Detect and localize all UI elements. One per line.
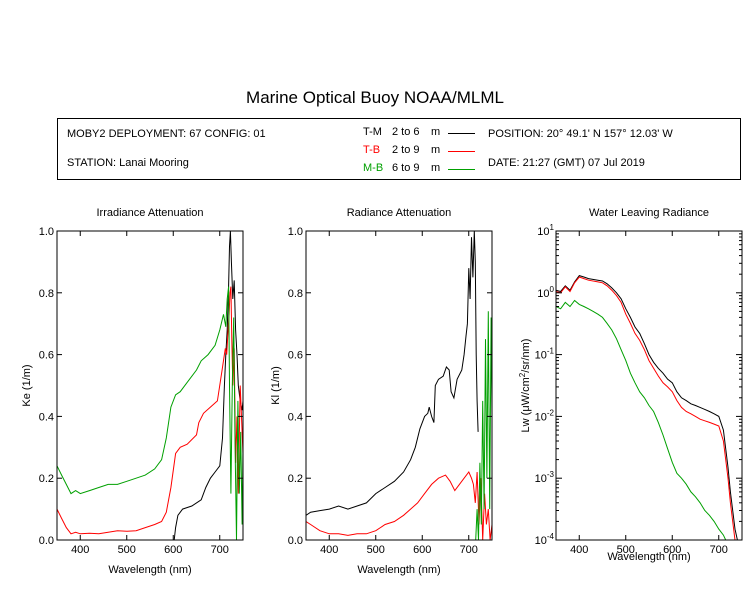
y-axis-label: Kl (1/m) <box>270 366 282 405</box>
legend-line-mb <box>448 169 475 170</box>
legend-code-tm: T-M <box>363 126 382 138</box>
x-tick-label: 400 <box>320 544 338 556</box>
series-line-m-b <box>57 286 243 540</box>
series-line-t-b <box>556 276 736 540</box>
y-tick-label: 1.0 <box>39 226 54 238</box>
y-tick-label: 0.6 <box>39 350 54 362</box>
x-axis-label: Wavelength (nm) <box>357 564 440 576</box>
plot-frame <box>305 230 493 541</box>
x-tick-label: 700 <box>211 544 229 556</box>
y-tick-label: 0.0 <box>39 535 54 547</box>
y-tick-label: 0.6 <box>288 350 303 362</box>
info-box: MOBY2 DEPLOYMENT: 67 CONFIG: 01 STATION:… <box>57 118 741 180</box>
series-line-m-b <box>556 299 727 540</box>
y-tick-label: 0.2 <box>288 473 303 485</box>
y-tick-label: 0.2 <box>39 473 54 485</box>
x-tick-label: 600 <box>164 544 182 556</box>
x-tick-label: 400 <box>71 544 89 556</box>
x-tick-label: 500 <box>118 544 136 556</box>
y-tick-label: 100 <box>537 285 554 300</box>
legend-unit-tb: m <box>431 144 441 156</box>
y-tick-label: 0.0 <box>288 535 303 547</box>
y-tick-label: 0.8 <box>39 288 54 300</box>
y-axis-label: Ke (1/m) <box>21 364 33 406</box>
chart-1: Irradiance Attenuation 400 500 600 700 Wavele… <box>21 207 244 576</box>
y-tick-label: 10-3 <box>535 470 555 485</box>
legend-range-tb: 2 to 9 <box>392 144 420 156</box>
chart-2: Radiance Attenuation 400 500 600 700 Waveleng… <box>270 207 493 576</box>
legend-line-tb <box>448 151 475 152</box>
y-tick-label: 10-4 <box>535 532 555 547</box>
legend-line-tm <box>448 133 475 134</box>
x-tick-label: 500 <box>367 544 385 556</box>
x-axis-label: Wavelength (nm) <box>108 564 191 576</box>
y-tick-label: 0.4 <box>288 411 303 423</box>
chart-title: Water Leaving Radiance <box>589 207 709 219</box>
y-tick-label: 10-2 <box>535 408 555 423</box>
y-axis-label: Lw (μW/cm2/sr/nm) <box>518 339 532 433</box>
x-axis-label: Wavelength (nm) <box>607 551 690 563</box>
y-tick-label: 1.0 <box>288 226 303 238</box>
y-tick-label: 101 <box>537 223 554 238</box>
station-text: STATION: Lanai Mooring <box>67 157 189 169</box>
y-tick-label: 10-1 <box>535 347 555 362</box>
legend-code-mb: M-B <box>363 162 384 174</box>
plot-frame <box>56 230 244 541</box>
chart-3: Water Leaving Radiance 400 500 600 700 Wavele… <box>518 207 743 563</box>
series-line-t-m <box>173 231 243 540</box>
legend-range-tm: 2 to 6 <box>392 126 420 138</box>
series-line-t-m <box>556 275 738 540</box>
chart-title: Irradiance Attenuation <box>96 207 203 219</box>
x-tick-label: 700 <box>710 544 728 556</box>
x-tick-label: 700 <box>460 544 478 556</box>
series-line-t-b <box>306 471 492 540</box>
y-tick-label: 0.4 <box>39 411 54 423</box>
series-line-t-b <box>57 286 243 535</box>
chart-title: Radiance Attenuation <box>347 207 452 219</box>
x-tick-label: 600 <box>663 544 681 556</box>
position-text: POSITION: 20° 49.1' N 157° 12.03' W <box>488 128 673 140</box>
main-title: Marine Optical Buoy NOAA/MLML <box>246 88 504 107</box>
legend-code-tb: T-B <box>363 144 381 156</box>
x-tick-label: 400 <box>570 544 588 556</box>
plot-frame <box>555 230 743 541</box>
series-line-m-b <box>475 311 492 540</box>
date-text: DATE: 21:27 (GMT) 07 Jul 2019 <box>488 157 645 169</box>
y-tick-label: 0.8 <box>288 288 303 300</box>
series-line-t-m <box>306 231 479 516</box>
deployment-text: MOBY2 DEPLOYMENT: 67 CONFIG: 01 <box>67 128 266 140</box>
legend-range-mb: 6 to 9 <box>392 162 420 174</box>
legend-unit-tm: m <box>431 126 441 138</box>
x-tick-label: 600 <box>413 544 431 556</box>
x-tick-label: 500 <box>617 544 635 556</box>
legend-unit-mb: m <box>431 162 441 174</box>
